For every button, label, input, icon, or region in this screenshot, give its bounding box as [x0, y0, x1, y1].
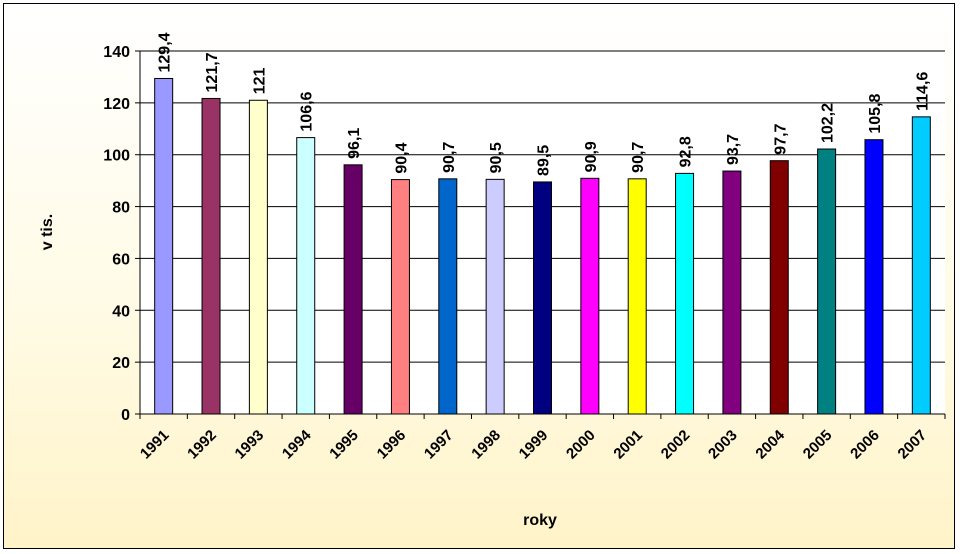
value-label-2006: 105,8 [867, 94, 884, 134]
bar-1993 [249, 100, 267, 414]
bar-2007 [912, 117, 930, 414]
bar-1999 [534, 182, 552, 414]
x-tick-label-2001: 2001 [610, 427, 646, 463]
bar-1994 [297, 138, 315, 414]
x-tick-label-1995: 1995 [326, 427, 362, 463]
x-tick-label-2002: 2002 [658, 427, 694, 463]
value-label-1995: 96,1 [346, 128, 363, 159]
bar-2001 [628, 179, 646, 414]
value-label-2001: 90,7 [630, 142, 647, 173]
bar-2003 [723, 171, 741, 414]
value-label-1997: 90,7 [441, 142, 458, 173]
bar-2000 [581, 178, 599, 414]
bar-1998 [486, 179, 504, 414]
bar-2006 [865, 140, 883, 414]
y-tick-label: 80 [112, 200, 130, 217]
value-label-2002: 92,8 [678, 136, 695, 167]
value-label-1992: 121,7 [204, 52, 221, 92]
x-axis-title: roky [523, 512, 557, 529]
value-label-2005: 102,2 [820, 103, 837, 143]
y-tick-label: 40 [112, 303, 130, 320]
y-tick-label: 120 [103, 96, 130, 113]
x-tick-label-1996: 1996 [374, 427, 410, 463]
bar-2004 [770, 161, 788, 414]
x-tick-label-1997: 1997 [421, 427, 457, 463]
y-tick-label: 140 [103, 44, 130, 61]
x-tick-label-1993: 1993 [232, 427, 268, 463]
bar-1995 [344, 165, 362, 414]
x-tick-label-1992: 1992 [184, 427, 220, 463]
x-tick-label-1994: 1994 [279, 426, 315, 462]
value-label-1998: 90,5 [488, 142, 505, 173]
x-tick-label-2005: 2005 [800, 427, 836, 463]
x-axis-ticks: 1991 1992 1993 1994 1995 1996 1997 1998 1999 2000… [137, 414, 945, 462]
bar-2002 [676, 173, 694, 414]
value-label-2003: 93,7 [725, 134, 742, 165]
x-tick-label-2000: 2000 [563, 427, 599, 463]
value-label-2000: 90,9 [583, 141, 600, 172]
value-label-1999: 89,5 [536, 145, 553, 176]
x-tick-label-2007: 2007 [895, 427, 931, 463]
y-axis-ticks: 0 20 40 60 80 100 120 140 [103, 44, 140, 424]
value-label-1996: 90,4 [393, 142, 410, 173]
value-label-1994: 106,6 [299, 91, 316, 131]
x-tick-label-1991: 1991 [137, 427, 173, 463]
value-label-1991: 129,4 [157, 32, 174, 72]
y-tick-label: 0 [121, 407, 130, 424]
value-label-1993: 121 [251, 67, 268, 94]
x-tick-label-1998: 1998 [468, 427, 504, 463]
y-axis-title: v tis. [39, 214, 56, 250]
value-label-2004: 97,7 [772, 123, 789, 154]
bar-2005 [818, 149, 836, 414]
bar-1991 [155, 78, 173, 414]
x-tick-label-2003: 2003 [705, 427, 741, 463]
y-tick-label: 20 [112, 355, 130, 372]
x-tick-label-1999: 1999 [516, 427, 552, 463]
bar-1992 [202, 98, 220, 414]
x-tick-label-2006: 2006 [847, 427, 883, 463]
y-tick-label: 60 [112, 251, 130, 268]
bar-1996 [391, 180, 409, 414]
bar-1997 [439, 179, 457, 414]
y-tick-label: 100 [103, 148, 130, 165]
value-label-2007: 114,6 [914, 72, 931, 111]
x-tick-label-2004: 2004 [752, 426, 788, 462]
